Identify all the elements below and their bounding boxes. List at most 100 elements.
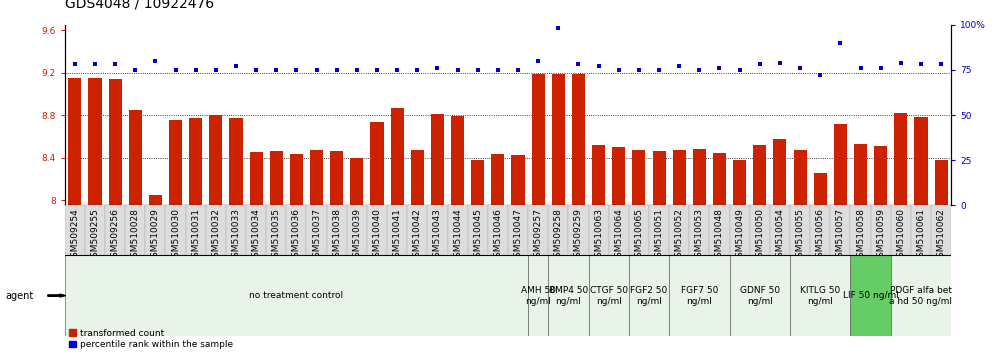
- Text: GSM510050: GSM510050: [755, 208, 764, 263]
- Bar: [185, 205, 206, 255]
- Point: [611, 67, 626, 73]
- Point: [167, 67, 183, 73]
- Text: GSM510062: GSM510062: [936, 208, 945, 263]
- Point: [691, 67, 707, 73]
- Bar: [750, 205, 770, 255]
- Text: GSM510030: GSM510030: [171, 208, 180, 263]
- Point: [571, 62, 587, 67]
- Text: FGF7 50
ng/ml: FGF7 50 ng/ml: [680, 286, 718, 306]
- Bar: [729, 205, 750, 255]
- Bar: [330, 151, 344, 205]
- Point: [349, 67, 365, 73]
- Bar: [367, 205, 387, 255]
- Bar: [250, 152, 263, 205]
- Bar: [632, 150, 645, 205]
- Bar: [649, 205, 669, 255]
- Legend: transformed count, percentile rank within the sample: transformed count, percentile rank withi…: [70, 329, 233, 349]
- Bar: [589, 205, 609, 255]
- Text: GSM509256: GSM509256: [111, 208, 120, 263]
- Bar: [351, 158, 364, 205]
- Point: [813, 73, 829, 78]
- Bar: [206, 205, 226, 255]
- Text: GSM510033: GSM510033: [231, 208, 240, 263]
- Text: GSM509255: GSM509255: [91, 208, 100, 263]
- Bar: [628, 205, 649, 255]
- Point: [833, 40, 849, 46]
- Bar: [128, 110, 141, 205]
- Bar: [471, 160, 484, 205]
- Text: GSM510029: GSM510029: [151, 208, 160, 263]
- Bar: [287, 205, 307, 255]
- Point: [892, 60, 908, 65]
- Text: PDGF alfa bet
a hd 50 ng/ml: PDGF alfa bet a hd 50 ng/ml: [889, 286, 952, 306]
- Bar: [733, 160, 746, 205]
- Bar: [431, 114, 444, 205]
- Point: [329, 67, 345, 73]
- Bar: [85, 205, 105, 255]
- Text: GSM510044: GSM510044: [453, 208, 462, 263]
- Point: [651, 67, 667, 73]
- Bar: [669, 205, 689, 255]
- Bar: [105, 205, 125, 255]
- Text: GSM510028: GSM510028: [130, 208, 139, 263]
- Text: GSM510065: GSM510065: [634, 208, 643, 263]
- Text: KITLG 50
ng/ml: KITLG 50 ng/ml: [800, 286, 841, 306]
- Point: [449, 67, 465, 73]
- Text: LIF 50 ng/ml: LIF 50 ng/ml: [843, 291, 898, 300]
- Point: [409, 67, 425, 73]
- Point: [268, 67, 284, 73]
- Bar: [548, 255, 589, 336]
- Point: [853, 65, 869, 71]
- Bar: [790, 205, 810, 255]
- Point: [711, 65, 727, 71]
- Point: [510, 67, 526, 73]
- Bar: [387, 205, 407, 255]
- Bar: [894, 113, 907, 205]
- Bar: [609, 205, 628, 255]
- Bar: [709, 205, 729, 255]
- Bar: [528, 255, 548, 336]
- Point: [913, 62, 929, 67]
- Bar: [871, 205, 890, 255]
- Bar: [773, 139, 787, 205]
- Bar: [165, 205, 185, 255]
- Bar: [410, 150, 424, 205]
- Text: GSM510039: GSM510039: [353, 208, 362, 263]
- Text: GSM510049: GSM510049: [735, 208, 744, 263]
- Bar: [371, 122, 383, 205]
- Text: GSM510046: GSM510046: [493, 208, 502, 263]
- Bar: [753, 145, 766, 205]
- Bar: [447, 205, 468, 255]
- Point: [671, 63, 687, 69]
- Bar: [229, 118, 243, 205]
- Point: [87, 62, 103, 67]
- Point: [772, 60, 788, 65]
- Bar: [669, 255, 729, 336]
- Bar: [451, 116, 464, 205]
- Point: [630, 67, 646, 73]
- Bar: [934, 160, 947, 205]
- Bar: [427, 205, 447, 255]
- Text: GSM510037: GSM510037: [312, 208, 321, 263]
- Point: [147, 58, 163, 64]
- Text: GSM510038: GSM510038: [333, 208, 342, 263]
- Bar: [148, 195, 162, 205]
- Point: [309, 67, 325, 73]
- Bar: [145, 205, 165, 255]
- Bar: [390, 108, 403, 205]
- Text: GSM510040: GSM510040: [373, 208, 381, 263]
- Bar: [109, 79, 122, 205]
- Text: GSM510042: GSM510042: [412, 208, 421, 263]
- Text: GSM510032: GSM510032: [211, 208, 220, 263]
- Point: [872, 65, 888, 71]
- Text: GSM510051: GSM510051: [654, 208, 663, 263]
- Bar: [874, 146, 887, 205]
- Point: [551, 25, 567, 31]
- Text: GSM510048: GSM510048: [715, 208, 724, 263]
- Bar: [246, 205, 266, 255]
- Text: GSM510059: GSM510059: [876, 208, 885, 263]
- Bar: [488, 205, 508, 255]
- Bar: [790, 255, 851, 336]
- Bar: [890, 255, 951, 336]
- Point: [108, 62, 124, 67]
